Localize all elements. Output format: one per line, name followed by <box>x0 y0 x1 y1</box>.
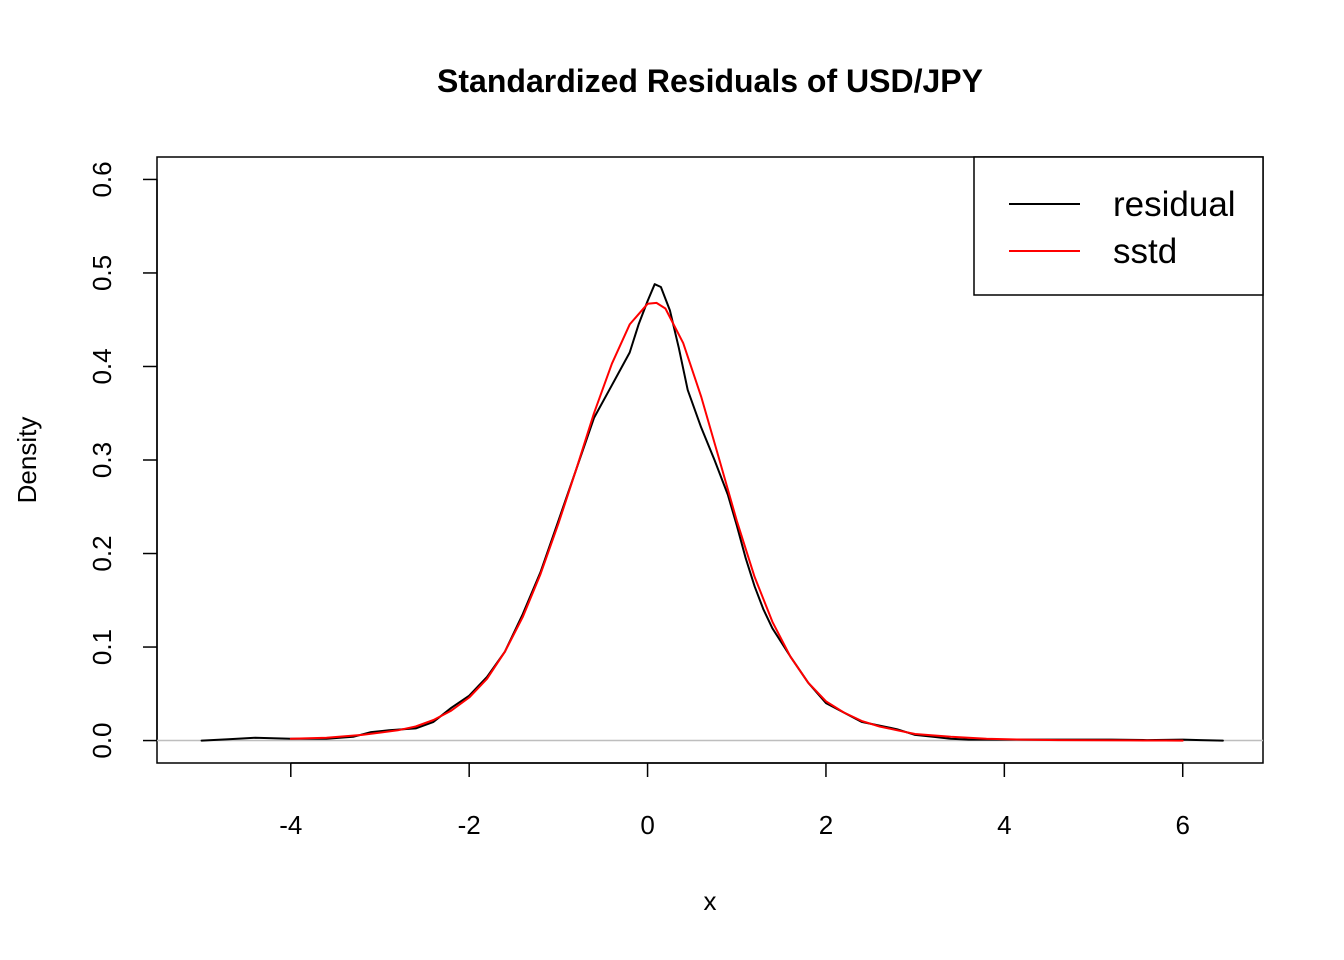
x-tick-label: 2 <box>819 810 833 840</box>
y-axis-label: Density <box>12 417 42 504</box>
x-tick-label: 6 <box>1175 810 1189 840</box>
x-tick-label: 0 <box>640 810 654 840</box>
legend-box <box>973 156 1264 296</box>
legend-label-residual: residual <box>1113 185 1236 224</box>
series-layer <box>157 283 1263 742</box>
chart-title: Standardized Residuals of USD/JPY <box>437 63 983 99</box>
y-tick-label: 0.2 <box>87 535 117 571</box>
y-tick-label: 0.5 <box>87 255 117 291</box>
x-axis-label: x <box>704 886 717 916</box>
legend-label-sstd: sstd <box>1113 232 1177 271</box>
y-tick-label: 0.1 <box>87 629 117 665</box>
x-tick-label: -4 <box>279 810 302 840</box>
y-tick-label: 0.3 <box>87 442 117 478</box>
y-tick-label: 0.0 <box>87 722 117 758</box>
x-axis: -4 -2 0 2 4 6 <box>279 762 1190 840</box>
legend: residual sstd <box>973 156 1264 296</box>
y-tick-label: 0.6 <box>87 161 117 197</box>
y-tick-label: 0.4 <box>87 348 117 384</box>
series-line-sstd <box>289 301 1184 742</box>
x-tick-label: 4 <box>997 810 1011 840</box>
y-axis: 0.0 0.1 0.2 0.3 0.4 0.5 0.6 <box>87 161 158 759</box>
series-line-residual <box>200 283 1224 742</box>
x-tick-label: -2 <box>458 810 481 840</box>
